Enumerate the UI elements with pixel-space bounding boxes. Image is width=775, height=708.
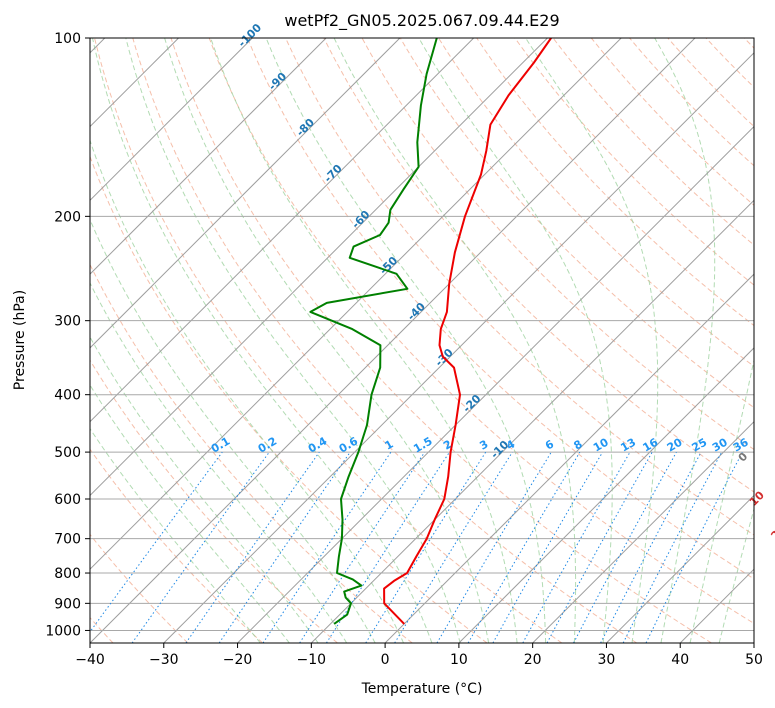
dry-adiabat-line [208,38,754,625]
dry-adiabat-line [552,38,754,246]
moist-adiabat-line [90,384,290,643]
x-tick-label: −20 [223,652,253,668]
x-axis-label: Temperature (°C) [361,681,483,697]
y-tick-label: 800 [54,566,81,582]
mixing-ratio-line [325,451,450,643]
moist-adiabat-label: 20 [768,522,775,542]
y-axis-ticks: 1000 900 800 700 600 500 400 300 200 100 [45,31,90,639]
dry-adiabat-line [476,38,754,327]
moist-adiabat-line [418,38,613,643]
mixing-ratio-line [131,451,270,643]
moist-adiabat-line [90,138,405,643]
moist-adiabat-line [689,357,754,643]
y-tick-label: 900 [54,596,81,612]
y-tick-label: 1000 [45,623,81,639]
mixing-ratio-line [645,451,743,643]
moist-adiabat-line [125,38,461,643]
dewpoint-profile-line [309,38,438,625]
moist-adiabat-line [164,38,490,643]
y-tick-label: 400 [54,388,81,404]
isotherm-line [163,52,754,643]
y-tick-label: 300 [54,314,81,330]
x-tick-label: 30 [598,652,616,668]
x-tick-label: 10 [450,652,468,668]
y-tick-label: 600 [54,492,81,508]
x-tick-label: −30 [149,652,179,668]
y-tick-label: 700 [54,532,81,548]
dry-adiabat-line [90,359,338,643]
mixing-ratio-line [394,451,513,643]
moist-adiabat-line [265,38,547,643]
mixing-ratio-line [573,451,677,643]
isotherm-line [532,420,754,643]
background-lines [90,38,754,643]
y-tick-label: 200 [54,209,81,225]
moist-adiabat-line [525,38,659,643]
dry-adiabat-line [629,38,754,167]
x-tick-label: 50 [745,652,763,668]
isotherm-line [90,38,475,423]
mixing-ratio-line [262,451,392,643]
moist-adiabat-line [210,38,518,643]
plot-frame [89,37,755,644]
mixing-ratio-line [299,451,426,643]
x-tick-label: −10 [297,652,327,668]
y-tick-label: 500 [54,445,81,461]
isotherm-line [90,38,253,202]
moist-adiabat-line [90,281,348,643]
moist-adiabat-line [718,506,754,643]
mixing-ratio-line [546,451,653,643]
chart-title: wetPf2_GN05.2025.067.09.44.E29 [284,11,559,31]
mixing-ratio-line [218,451,351,643]
isotherm-line [90,38,696,643]
dry-adiabat-line [90,533,189,643]
isotherm-line [90,38,401,349]
isotherm-line [310,199,754,643]
isotherm-line [458,347,754,643]
isotherm-line [90,38,548,497]
x-tick-label: 0 [381,652,390,668]
isotherm-line [606,494,754,643]
isotherm-line [90,38,327,275]
dry-adiabat-line [90,263,413,643]
profiles [309,38,552,625]
moist-adiabat-line [90,336,319,643]
dry-adiabat-line [170,38,712,643]
y-axis-label: Pressure (hPa) [12,290,28,390]
x-tick-label: 40 [671,652,689,668]
mixing-ratio-line [185,451,320,643]
dry-adiabat-line [94,38,563,643]
mixing-ratio-line [522,451,631,643]
dry-adiabat-line [399,38,754,409]
dry-adiabat-line [132,38,637,643]
moist-adiabat-line [333,38,577,643]
moist-adiabat-line [90,427,261,643]
x-tick-label: −40 [75,652,105,668]
x-axis-ticks: −40 −30 −20 −10 0 10 20 30 40 50 [75,643,763,668]
temperature-profile-line [383,38,552,625]
dry-adiabat-line [323,38,754,493]
dry-adiabat-line [438,38,754,367]
moist-adiabat-line [654,38,716,643]
dry-adiabat-line [590,38,754,206]
y-tick-label: 100 [54,31,81,47]
isotherm-line [237,125,754,643]
x-tick-label: 20 [524,652,542,668]
mixing-ratio-line [90,451,223,633]
isotherm-line [90,38,622,570]
isotherm-line [384,273,754,643]
